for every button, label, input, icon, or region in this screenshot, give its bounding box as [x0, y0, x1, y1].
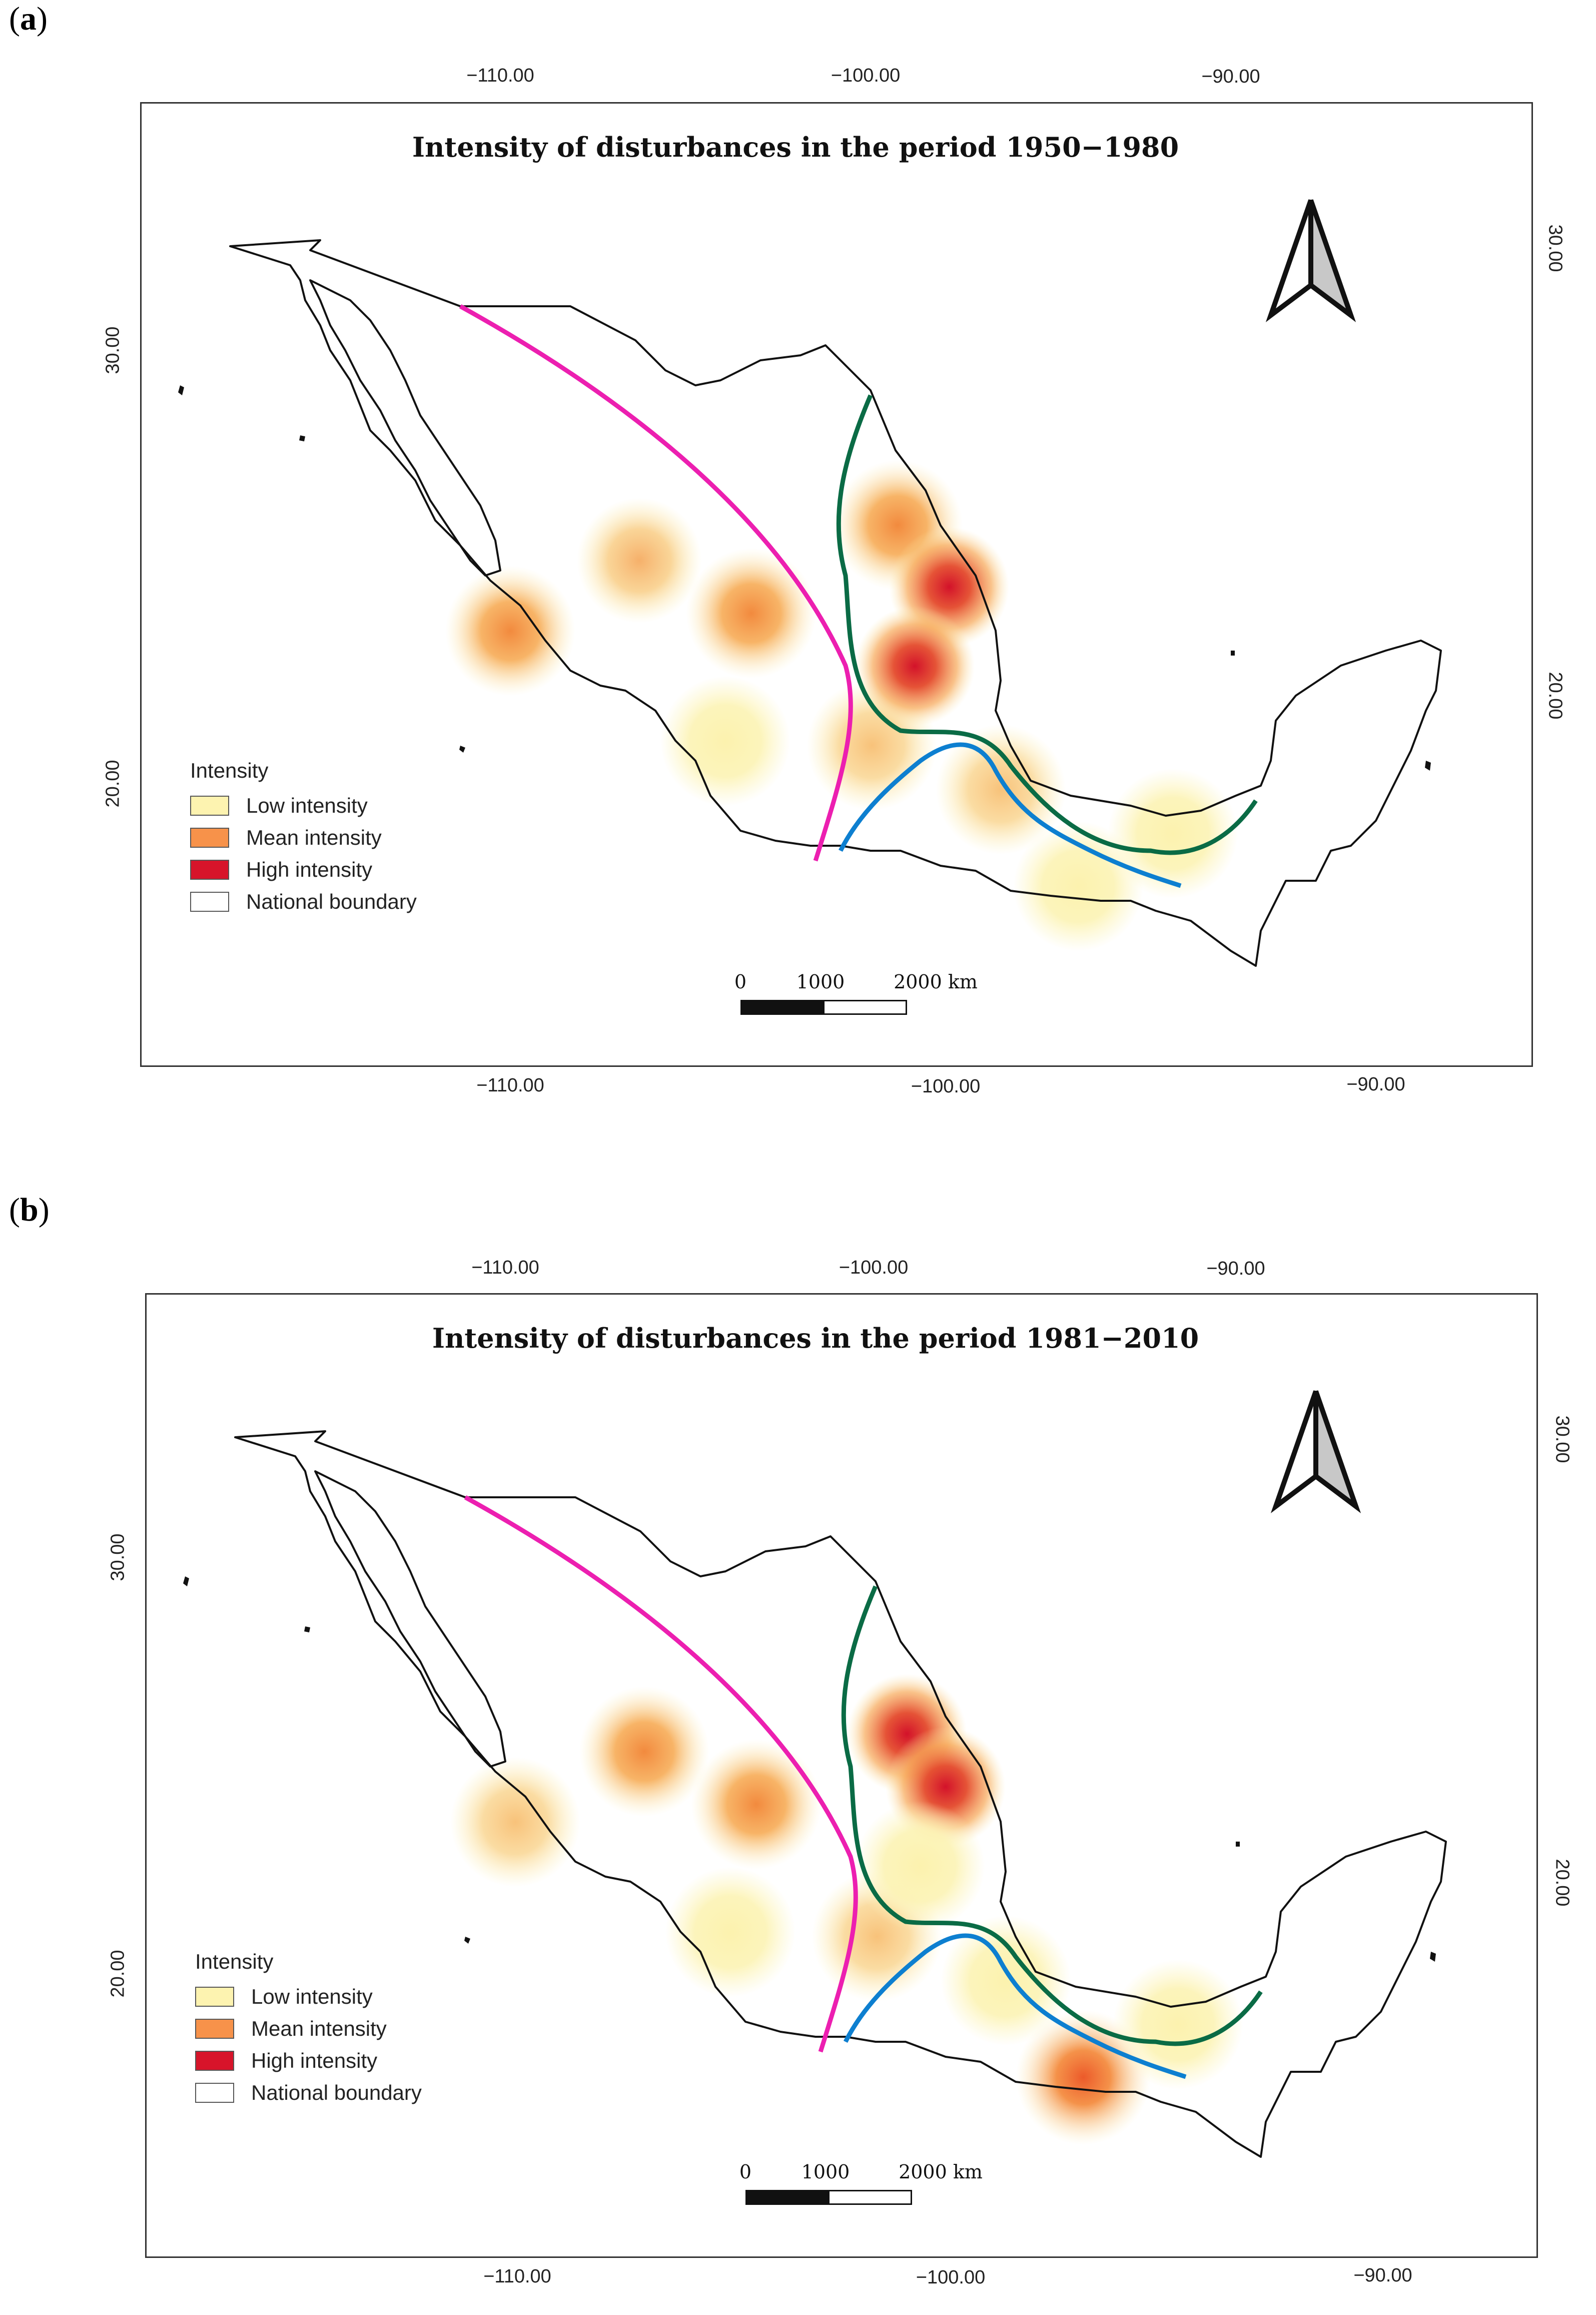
top-tick-b-1: −110.00 [471, 1257, 539, 1278]
scale-bar-black [745, 2190, 830, 2205]
hotspot-tabasco [1108, 768, 1238, 899]
green-curve-a [836, 394, 1258, 855]
heat-layer-b [450, 1673, 1243, 2145]
right-tick-b-2: 20.00 [1551, 1859, 1573, 1907]
panel-b-label: (b) [9, 1192, 50, 1228]
bottom-tick-b-1: −110.00 [483, 2266, 551, 2287]
hotspot-puebla [941, 1915, 1071, 2046]
hotspot-puebla [936, 724, 1066, 855]
magenta-curve-b [464, 1495, 858, 2053]
scale-label-1000: 1000 [801, 2161, 850, 2183]
legend-a: Intensity Low intensity Mean intensity H… [190, 759, 417, 918]
panel-b-map [182, 1390, 1447, 2158]
hotspot-durango-west [579, 1686, 709, 1817]
legend-label: Mean intensity [251, 2017, 387, 2040]
legend-swatch [195, 1987, 234, 2007]
north-arrow-a [1265, 199, 1356, 322]
bottom-tick-a-3: −90.00 [1346, 1074, 1405, 1095]
legend-item-high-b: High intensity [195, 2045, 422, 2077]
legend-item-boundary-b: National boundary [195, 2077, 422, 2109]
scale-label-2000: 2000 km [894, 971, 978, 993]
hotspot-jalisco [660, 676, 790, 806]
scale-bar-white [823, 1000, 907, 1015]
legend-swatch [190, 860, 229, 880]
legend-swatch [190, 796, 229, 816]
hotspot-tabasco [1113, 1959, 1243, 2090]
legend-label: National boundary [251, 2081, 422, 2104]
green-curve-b [841, 1585, 1263, 2046]
left-tick-a-1: 30.00 [102, 326, 124, 374]
magenta-curve-a [459, 304, 853, 862]
map-title-a: Intensity of disturbances in the period … [412, 131, 1179, 163]
blue-curve-a [838, 742, 1182, 888]
hotspot-durango-west [577, 498, 702, 623]
legend-item-low-b: Low intensity [195, 1981, 422, 2013]
legend-label: High intensity [246, 858, 373, 881]
right-tick-a-2: 20.00 [1544, 672, 1566, 720]
legend-label: Low intensity [246, 794, 368, 817]
map-title-b: Intensity of disturbances in the period … [432, 1322, 1199, 1354]
legend-label: High intensity [251, 2049, 378, 2072]
scale-bar-a: 0 1000 2000 km [734, 971, 978, 1021]
hotspot-durango-east [691, 1739, 822, 1870]
bottom-tick-b-3: −90.00 [1353, 2265, 1412, 2286]
hotspot-san-luis [855, 606, 975, 727]
bottom-tick-a-2: −100.00 [911, 1076, 981, 1097]
left-tick-b-1: 30.00 [107, 1533, 129, 1581]
hotspot-san-luis [855, 1801, 985, 1931]
hotspot-jalisco [665, 1867, 795, 1997]
legend-title-b: Intensity [195, 1950, 274, 1973]
legend-label: National boundary [246, 890, 417, 913]
panel-a-label: (a) [9, 1, 48, 37]
legend-swatch [195, 2019, 234, 2039]
hotspot-oaxaca [1013, 821, 1144, 952]
legend-item-low-a: Low intensity [190, 790, 417, 822]
bottom-tick-a-1: −110.00 [476, 1075, 544, 1096]
legend-title-a: Intensity [190, 759, 269, 782]
scale-bar-white [828, 2190, 912, 2205]
blue-curve-b [843, 1933, 1187, 2079]
scale-label-0: 0 [739, 2161, 752, 2183]
legend-swatch [190, 828, 229, 848]
north-arrow-b [1270, 1390, 1361, 1513]
top-tick-b-3: −90.00 [1206, 1258, 1265, 1279]
scale-label-1000: 1000 [796, 971, 845, 993]
top-tick-b-2: −100.00 [839, 1257, 909, 1278]
hotspot-durango-east [686, 548, 817, 679]
legend-label: Mean intensity [246, 826, 382, 849]
heat-layer-a [445, 460, 1238, 952]
legend-label: Low intensity [251, 1985, 373, 2008]
legend-item-boundary-a: National boundary [190, 886, 417, 918]
hotspot-sinaloa-coast [445, 565, 575, 696]
scale-bar-black [740, 1000, 825, 1015]
left-tick-a-2: 20.00 [102, 760, 124, 808]
legend-item-high-a: High intensity [190, 854, 417, 886]
legend-swatch [190, 892, 229, 912]
top-tick-a-1: −110.00 [466, 65, 534, 86]
legend-item-mean-a: Mean intensity [190, 822, 417, 854]
scale-label-0: 0 [734, 971, 747, 993]
top-tick-a-2: −100.00 [831, 65, 901, 86]
scale-bar-b: 0 1000 2000 km [739, 2161, 983, 2211]
right-tick-a-1: 30.00 [1544, 224, 1566, 272]
panel-a-map [177, 199, 1442, 967]
legend-swatch [195, 2083, 234, 2103]
bottom-tick-b-2: −100.00 [916, 2267, 986, 2288]
legend-swatch [195, 2051, 234, 2071]
top-tick-a-3: −90.00 [1201, 66, 1260, 87]
legend-item-mean-b: Mean intensity [195, 2013, 422, 2045]
scale-label-2000: 2000 km [899, 2161, 983, 2183]
left-tick-b-2: 20.00 [107, 1950, 129, 1998]
legend-b: Intensity Low intensity Mean intensity H… [195, 1950, 422, 2109]
hotspot-sinaloa-coast [450, 1757, 580, 1887]
right-tick-b-1: 30.00 [1551, 1415, 1573, 1463]
